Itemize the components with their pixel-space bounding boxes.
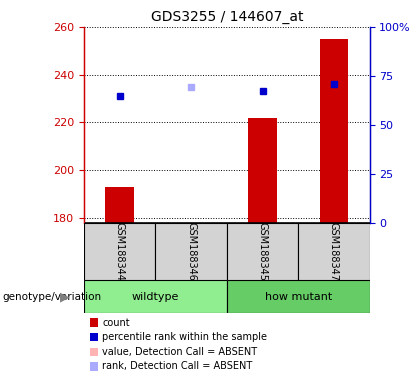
- Text: how mutant: how mutant: [265, 291, 332, 302]
- Bar: [248, 118, 277, 223]
- Text: genotype/variation: genotype/variation: [2, 291, 101, 302]
- Bar: [227, 223, 298, 280]
- Text: count: count: [102, 318, 130, 328]
- Text: value, Detection Call = ABSENT: value, Detection Call = ABSENT: [102, 347, 257, 357]
- Bar: [84, 280, 227, 313]
- Bar: [105, 187, 134, 223]
- Bar: [155, 223, 227, 280]
- Text: wildtype: wildtype: [132, 291, 179, 302]
- Bar: [298, 223, 370, 280]
- Text: percentile rank within the sample: percentile rank within the sample: [102, 332, 267, 342]
- Bar: [320, 39, 348, 223]
- Text: GSM188344: GSM188344: [115, 222, 125, 281]
- Text: GSM188345: GSM188345: [257, 222, 268, 281]
- Title: GDS3255 / 144607_at: GDS3255 / 144607_at: [150, 10, 303, 25]
- Text: GSM188346: GSM188346: [186, 222, 196, 281]
- Text: rank, Detection Call = ABSENT: rank, Detection Call = ABSENT: [102, 361, 252, 371]
- Text: GSM188347: GSM188347: [329, 222, 339, 281]
- Bar: [227, 280, 370, 313]
- Bar: [84, 223, 155, 280]
- Text: ▶: ▶: [60, 290, 70, 303]
